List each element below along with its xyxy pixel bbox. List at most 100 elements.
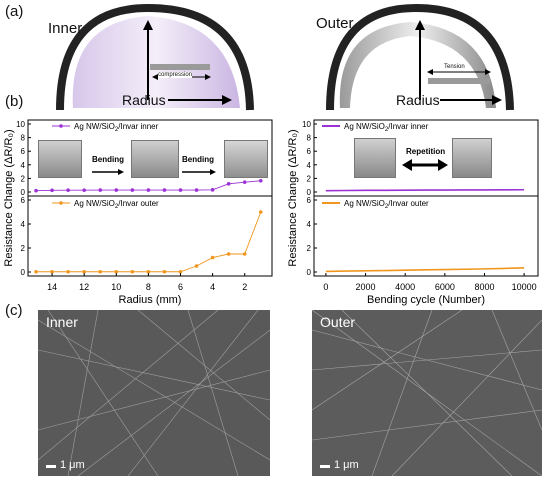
sem-outer-scale-bar [320, 465, 330, 468]
inset-photo-2 [131, 140, 179, 178]
bending-arrowhead-1 [118, 169, 124, 175]
radius-chart-p1-point-10 [194, 264, 199, 268]
sem-outer-title: Outer [320, 314, 356, 330]
radius-chart-p1-ytick-label: 2 [21, 244, 26, 253]
radius-chart-p1-point-5 [114, 269, 119, 274]
radius-chart-p0-legend-text: Ag NW/SiO2/Invar inner [74, 122, 159, 133]
radius-chart-p1-point-8 [162, 269, 167, 274]
radius-chart-p0-point-6 [130, 188, 135, 192]
sem-image-outer: Outer 1 μm [312, 310, 542, 476]
bending-label-1: Bending [92, 155, 124, 164]
sem-outer-texture [312, 310, 542, 476]
cycle-chart-p1-ytick-label: 4 [307, 220, 312, 229]
radius-chart-p1-point-11 [210, 255, 215, 260]
radius-chart-p0-point-13 [242, 180, 247, 184]
radius-chart-xtick-label: 12 [79, 282, 89, 292]
outer-film-shape [339, 22, 496, 108]
radius-chart-p1-point-9 [178, 269, 183, 274]
cycle-chart-xtick-label: 6000 [435, 282, 455, 292]
panel-label-b: (b) [5, 93, 24, 110]
radius-chart-p0-point-7 [146, 188, 151, 192]
radius-chart-p0-point-5 [114, 188, 119, 192]
bending-arrowhead-2 [210, 169, 216, 175]
radius-chart-p0-point-10 [194, 188, 199, 192]
cycle-chart-p1-ytick-label: 0 [307, 268, 312, 277]
radius-chart-frame [27, 119, 273, 277]
panel-a-schematic [56, 3, 514, 111]
radius-chart-xlabel: Radius (mm) [119, 294, 182, 306]
outer-tension-layer [428, 78, 490, 84]
inner-compression-layer [150, 64, 210, 70]
cycle-chart-p1-ytick-label: 6 [307, 196, 312, 205]
radius-chart-xtick-label: 14 [47, 282, 57, 292]
radius-chart-p0-point-0 [34, 188, 38, 193]
cycle-chart-p0-legend-text: Ag NW/SiO2/Invar inner [344, 122, 429, 133]
radius-chart-p0-ytick-label: 2 [21, 174, 26, 183]
cycle-chart-xtick-label: 2000 [356, 282, 376, 292]
repetition-label: Repetition [406, 147, 445, 156]
sem-inner-scale-bar [46, 465, 56, 468]
radius-chart-p1-point-14 [258, 210, 263, 214]
cycle-chart-xlabel: Bending cycle (Number) [367, 294, 485, 306]
cycle-chart-p1-series-line [325, 267, 525, 273]
repetition-arrowhead-right [438, 159, 448, 171]
radius-chart-p1-legend-text: Ag NW/SiO2/Invar outer [74, 199, 159, 210]
sem-inner-scale-label: 1 μm [60, 459, 85, 471]
radius-chart-p0-ytick-label: 6 [21, 147, 26, 156]
panel-label-c: (c) [5, 302, 23, 319]
inner-film-shape [72, 16, 241, 108]
radius-chart-xtick-label: 4 [210, 282, 215, 292]
sem-image-inner: Inner 1 μm [38, 310, 270, 476]
radius-chart-p1-series-line [36, 211, 262, 273]
panel-label-a: (a) [5, 3, 24, 20]
cycle-chart-xtick-label: 8000 [474, 282, 494, 292]
radius-chart-p1-legend-marker [59, 201, 63, 205]
radius-chart-xtick-label: 2 [242, 282, 247, 292]
cycle-chart-p0-ytick-label: 6 [307, 147, 312, 156]
cycle-chart-xtick-label: 0 [323, 282, 328, 292]
outer-radius-label: Radius [396, 92, 440, 108]
radius-chart-p0-point-14 [258, 178, 263, 183]
radius-chart-p0-point-12 [226, 182, 231, 186]
bending-label-2: Bending [182, 155, 214, 164]
radius-chart-p0-ytick-label: 4 [21, 161, 26, 170]
inset-photo-1 [38, 140, 82, 178]
cycle-chart-p0-ytick-label: 8 [307, 134, 312, 143]
radius-chart-p0-point-11 [210, 188, 215, 192]
sem-inner-title: Inner [46, 314, 78, 330]
sem-inner-texture [38, 310, 270, 476]
radius-chart-p0-legend-marker [59, 124, 63, 128]
cycle-chart-p1-ytick-label: 2 [307, 244, 312, 253]
panel-b-charts: 0 2 4 6 8 10 Ag NW/SiO2/Invar inner 0 2 4 6 Ag NW/S… [3, 119, 539, 306]
inset-photo-4 [354, 138, 396, 178]
cycle-chart-p0-ytick-label: 10 [302, 120, 311, 129]
cycle-chart-xtick-label: 10000 [512, 282, 537, 292]
radius-chart-p0-point-3 [82, 188, 86, 192]
radius-chart-ylabel: Resistance Change (ΔR/R₀) [3, 129, 15, 266]
radius-chart-p1-point-13 [242, 252, 247, 256]
inner-arch [56, 3, 254, 111]
radius-chart-p1-point-12 [226, 252, 231, 256]
radius-chart-xtick-label: 8 [146, 282, 151, 292]
inset-photo-3 [224, 140, 268, 178]
radius-chart-p0-point-1 [50, 188, 54, 193]
radius-chart-p0-point-8 [162, 188, 167, 192]
cycle-chart-p0-ytick-label: 2 [307, 174, 312, 183]
inset-photo-5 [452, 138, 492, 178]
tension-label: Tension [444, 64, 465, 70]
radius-chart-p0-ytick-label: 8 [21, 134, 26, 143]
radius-chart-p1-point-6 [130, 269, 135, 274]
radius-chart-p0-point-4 [98, 188, 103, 192]
radius-chart-p0-ytick-label: 10 [16, 120, 25, 129]
radius-chart-xtick-label: 6 [178, 282, 183, 292]
radius-chart-p0-ytick-label: 0 [21, 188, 26, 197]
radius-chart-p1-ytick-label: 6 [21, 196, 26, 205]
inner-title: Inner [48, 20, 83, 37]
sem-outer-scale-label: 1 μm [334, 459, 359, 471]
cycle-chart-p1-legend-text: Ag NW/SiO2/Invar outer [344, 199, 429, 210]
cycle-chart-ylabel: Resistance Change (ΔR/R₀) [287, 129, 299, 266]
radius-chart-p1-point-0 [34, 269, 38, 274]
inner-radius-label: Radius [122, 92, 166, 108]
radius-chart-p1-ytick-label: 4 [21, 220, 26, 229]
radius-chart-p0-point-2 [66, 188, 70, 192]
